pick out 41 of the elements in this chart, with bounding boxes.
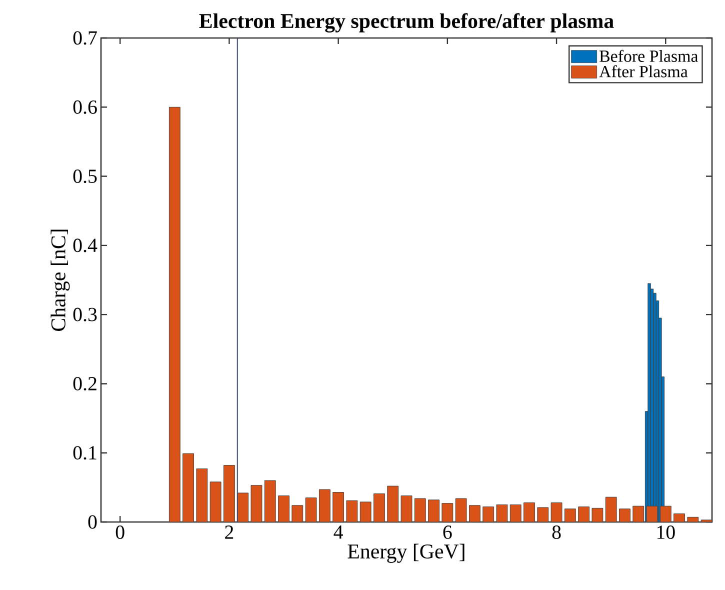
bar <box>468 505 480 522</box>
bar <box>196 468 208 522</box>
bar <box>428 500 440 522</box>
bar <box>578 506 590 522</box>
bar <box>210 482 222 522</box>
bar <box>660 506 672 522</box>
y-axis-title: Charge [nC] <box>50 230 70 331</box>
x-tick-label: 4 <box>334 526 343 539</box>
bar <box>182 453 194 522</box>
y-tick-label: 0.1 <box>73 446 96 460</box>
bar <box>414 498 426 522</box>
bar <box>318 489 330 522</box>
y-tick-label: 0.3 <box>73 308 97 322</box>
x-tick-label: 2 <box>225 526 234 539</box>
x-tick-label: 0 <box>116 526 124 539</box>
bar <box>387 486 399 522</box>
x-tick-label: 8 <box>552 526 561 539</box>
y-tick-label: 0 <box>88 515 97 529</box>
bar <box>332 492 344 522</box>
x-tick-label: 10 <box>657 526 675 539</box>
bar <box>278 495 290 522</box>
chart-title: Electron Energy spectrum before/after plasma <box>199 13 614 33</box>
y-tick-label: 0.7 <box>73 31 97 45</box>
x-tick-label: 6 <box>443 526 452 539</box>
y-tick-label: 0.5 <box>73 170 97 184</box>
bar <box>524 502 535 522</box>
bar <box>224 465 235 522</box>
bar <box>564 508 576 522</box>
bar <box>250 485 262 522</box>
y-tick-label: 0.4 <box>73 238 98 252</box>
bar <box>374 493 385 522</box>
y-tick-label: 0.6 <box>73 100 97 114</box>
bar <box>632 506 644 522</box>
bar <box>619 508 630 522</box>
bar <box>168 106 180 522</box>
x-axis-title: Energy [GeV] <box>348 544 464 563</box>
legend-label: Before Plasma <box>599 50 698 62</box>
legend-label: After Plasma <box>599 65 688 78</box>
y-tick-label: 0.2 <box>73 376 96 390</box>
bar <box>264 480 276 522</box>
bar <box>482 506 494 522</box>
